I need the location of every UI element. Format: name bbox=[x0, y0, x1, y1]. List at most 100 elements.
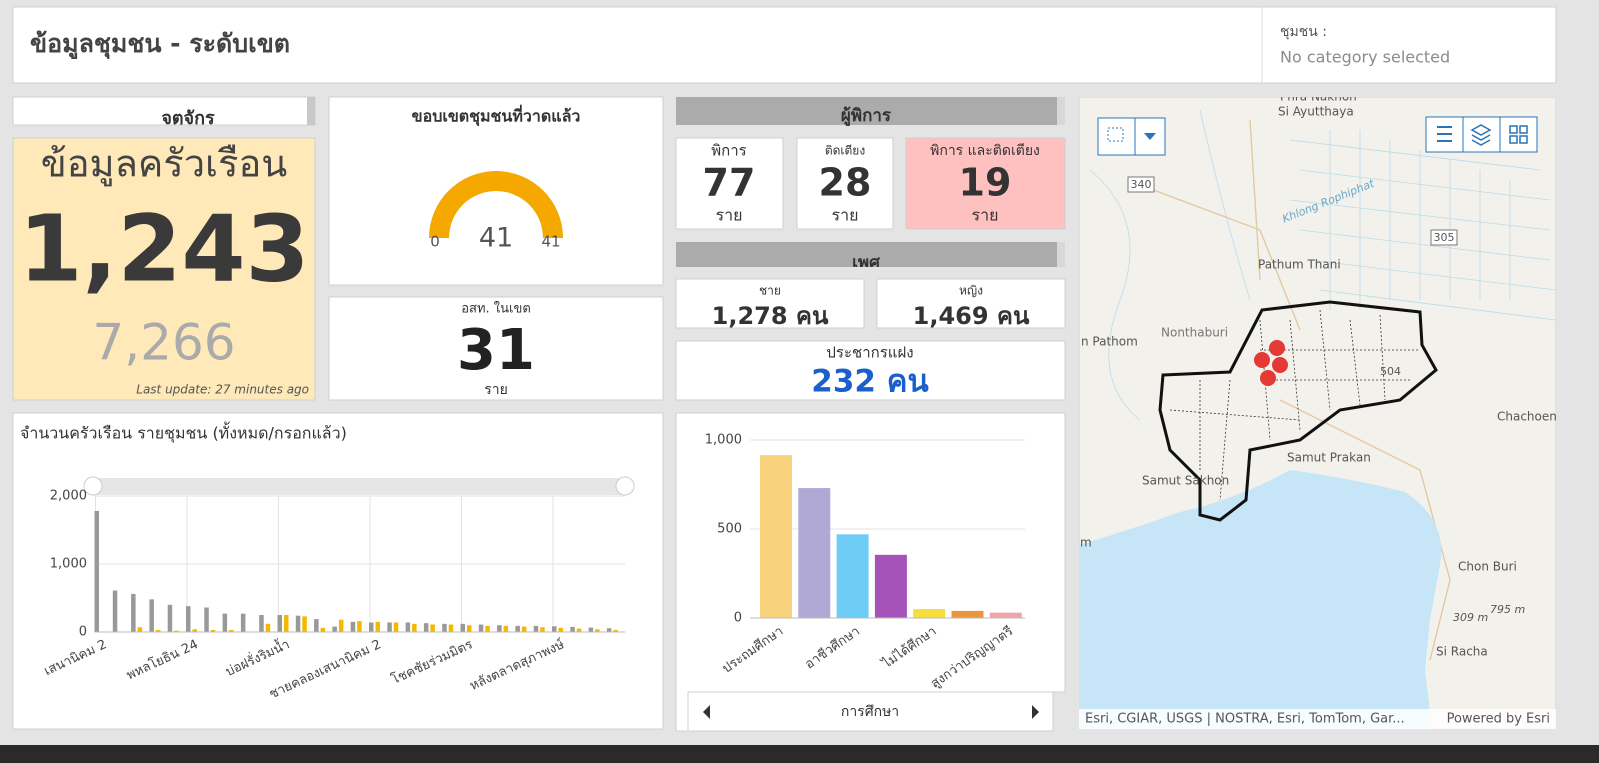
card bbox=[876, 278, 1066, 329]
gender-header bbox=[676, 242, 1065, 267]
map-label: Chachoen bbox=[1497, 410, 1557, 424]
map-label: Si Ayutthaya bbox=[1278, 105, 1354, 119]
powered-by[interactable]: Powered by Esri bbox=[1447, 712, 1550, 727]
bar bbox=[448, 624, 454, 632]
map-label: Phra Nakhon bbox=[1280, 90, 1357, 104]
volunteers-unit: ราย bbox=[484, 382, 508, 398]
bar bbox=[265, 623, 271, 632]
gauge-title: ขอบเขตชุมชนที่วาดแล้ว bbox=[412, 105, 581, 127]
bar bbox=[302, 616, 307, 632]
map-label: Samut Prakan bbox=[1287, 451, 1371, 465]
dropdown-button[interactable] bbox=[1134, 117, 1166, 156]
bar bbox=[951, 610, 984, 618]
card bbox=[905, 137, 1066, 230]
bar bbox=[595, 629, 600, 632]
bar bbox=[277, 615, 282, 632]
district-name: จตุจักร bbox=[161, 108, 215, 130]
map-label: 340 bbox=[1131, 178, 1152, 191]
next-arrow[interactable] bbox=[1032, 705, 1039, 719]
basemap-button[interactable] bbox=[1499, 116, 1538, 153]
card-label: ติดเตียง bbox=[825, 144, 865, 158]
bar bbox=[149, 599, 154, 632]
map-label: Si Racha bbox=[1436, 645, 1488, 659]
hidden-population-panel bbox=[675, 340, 1066, 401]
slider-handle[interactable] bbox=[615, 476, 635, 496]
bar bbox=[606, 628, 612, 632]
filter-value[interactable]: No category selected bbox=[1280, 48, 1450, 67]
volunteers-value: 31 bbox=[457, 318, 535, 383]
volunteers-label: อสท. ในเขต bbox=[461, 301, 531, 317]
slider-handle[interactable] bbox=[83, 476, 103, 496]
taskbar-strip bbox=[0, 745, 1599, 763]
card-label: พิการ bbox=[711, 142, 746, 160]
households-panel bbox=[12, 137, 316, 401]
map-canals bbox=[1089, 109, 1556, 421]
bar bbox=[874, 554, 907, 618]
map-label: m bbox=[1080, 536, 1092, 550]
bar bbox=[94, 510, 99, 632]
x-axis-title: การศึกษา bbox=[841, 704, 899, 720]
bar bbox=[515, 625, 520, 632]
bar bbox=[369, 622, 374, 632]
bar bbox=[503, 625, 509, 632]
bar bbox=[192, 629, 197, 632]
filter-label: ชุมชน : bbox=[1280, 24, 1327, 40]
bar bbox=[112, 590, 118, 632]
gauge-min: 0 bbox=[430, 233, 440, 251]
bar bbox=[552, 626, 557, 632]
bar bbox=[357, 621, 362, 632]
sea bbox=[1079, 470, 1442, 729]
bar bbox=[222, 613, 228, 632]
bar bbox=[131, 593, 136, 632]
chart-panel bbox=[675, 412, 1066, 732]
bar bbox=[387, 622, 392, 632]
select-button[interactable] bbox=[1097, 117, 1136, 156]
bar bbox=[393, 622, 399, 632]
y-tick-label: 1,000 bbox=[705, 433, 742, 448]
bar bbox=[332, 626, 337, 632]
bar bbox=[137, 627, 143, 632]
bar bbox=[576, 628, 582, 632]
bar bbox=[412, 623, 417, 632]
prev-arrow[interactable] bbox=[703, 705, 710, 719]
bar bbox=[314, 619, 319, 632]
map-markers bbox=[1254, 340, 1288, 386]
last-update: Last update: 27 minutes ago bbox=[136, 383, 309, 397]
y-tick-label: 2,000 bbox=[50, 489, 87, 504]
bar bbox=[497, 625, 502, 632]
y-tick-label: 1,000 bbox=[50, 557, 87, 572]
bar bbox=[613, 629, 618, 632]
page-title: ข้อมูลชุมชน - ระดับเขต bbox=[30, 29, 290, 60]
map-label: 309 m bbox=[1453, 611, 1488, 624]
households-secondary: 7,266 bbox=[92, 314, 235, 372]
bar bbox=[240, 613, 246, 632]
bar bbox=[485, 625, 490, 632]
bar bbox=[521, 626, 527, 632]
y-tick-label: 500 bbox=[717, 522, 742, 537]
bar bbox=[350, 621, 356, 632]
bar bbox=[155, 629, 161, 632]
bar bbox=[338, 619, 344, 632]
map[interactable]: Phra Nakhon Si Ayutthaya 340 305 Khlong … bbox=[1079, 90, 1557, 730]
bar bbox=[423, 623, 429, 632]
scrollbar bbox=[1057, 242, 1065, 267]
y-tick-label: 0 bbox=[79, 625, 87, 640]
scrollbar bbox=[1057, 97, 1065, 125]
chart-nav bbox=[687, 691, 1054, 732]
bar bbox=[760, 455, 792, 618]
bar bbox=[320, 627, 326, 632]
attribution-bar bbox=[1079, 709, 1556, 729]
bar bbox=[467, 625, 472, 632]
households-title: ข้อมูลครัวเรือน bbox=[41, 142, 288, 187]
bar bbox=[186, 606, 191, 632]
header-panel bbox=[12, 6, 1557, 84]
gauge-max: 41 bbox=[541, 233, 560, 251]
y-tick-label: 0 bbox=[734, 611, 742, 626]
bar bbox=[533, 625, 539, 632]
card-unit: ราย bbox=[972, 206, 999, 225]
hidden-population-value: 232 คน bbox=[811, 364, 928, 400]
disabled-title: ผู้พิการ bbox=[841, 106, 892, 127]
bar bbox=[259, 615, 264, 632]
range-slider[interactable] bbox=[93, 478, 625, 495]
card bbox=[796, 137, 894, 230]
